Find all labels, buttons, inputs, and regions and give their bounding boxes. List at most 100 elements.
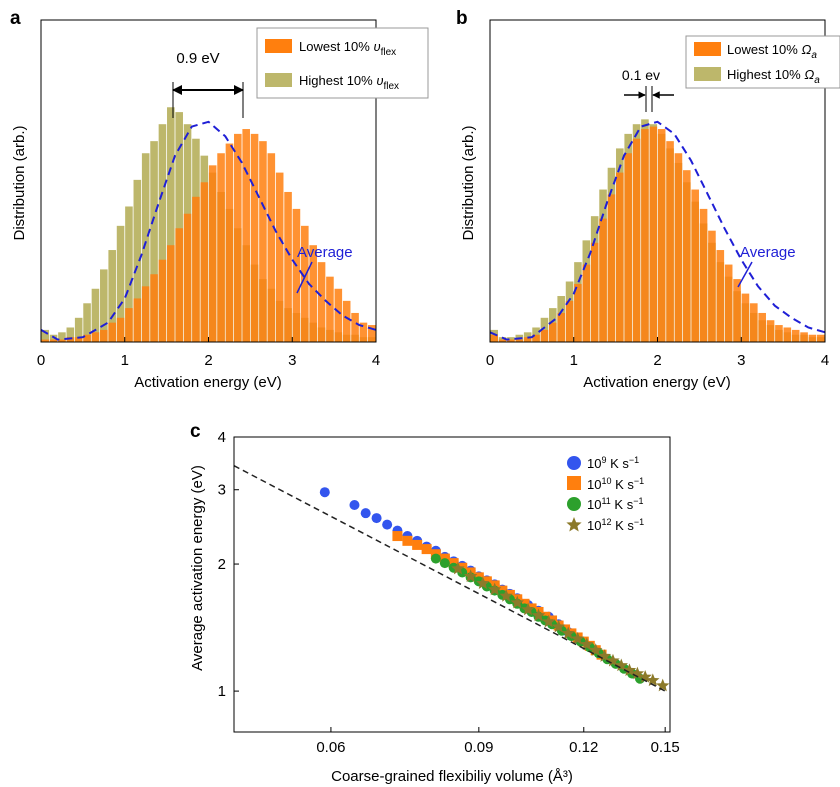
panel-b-bar-lowest-7 (549, 322, 557, 342)
panel-a-bar-highest-12 (141, 153, 150, 342)
panel-b-bar-lowest-17 (632, 138, 641, 342)
panel-c-point-s3-9 (551, 619, 566, 633)
panel-b-xtick-label-3: 3 (737, 352, 745, 369)
panel-a-bar-lowest-10 (125, 308, 133, 342)
panel-c-point-s0-4 (382, 519, 393, 530)
panel-b-xtick-label-1: 1 (570, 352, 578, 369)
panel-a-bar-lowest-38 (359, 322, 368, 342)
panel-b-bar-lowest-16 (624, 153, 632, 342)
panel-c-point-s3-8 (541, 614, 556, 628)
panel-a-bar-lowest-23 (234, 133, 242, 342)
panel-c-letter: c (190, 421, 201, 442)
panel-a-bar-lowest-15 (167, 245, 175, 342)
panel-b-letter: b (456, 8, 468, 29)
panel-b-bar-lowest-10 (574, 283, 582, 342)
panel-b-bar-lowest-2 (507, 339, 515, 342)
panel-a-bar-lowest-36 (342, 300, 351, 342)
panel-a-bar-lowest-34 (326, 276, 334, 342)
panel-a-bar-lowest-13 (150, 274, 158, 342)
panel-a-bar-lowest-21 (217, 153, 225, 342)
panel-c-legend-1e11: 1011 K s−1 (587, 496, 643, 512)
panel-a-bar-highest-2 (58, 332, 66, 342)
panel-c-point-s0-3 (371, 513, 382, 524)
panel-b-bar-lowest-23 (683, 170, 691, 342)
panel-c-point-s3-1 (463, 569, 478, 583)
panel-b-xtick-label-4: 4 (821, 352, 829, 369)
panel-c-legend-1e9: 109 K s−1 (587, 455, 639, 471)
panel-c-xtick-label-0: 0.06 (316, 739, 345, 756)
panel-a-bar-lowest-33 (317, 262, 326, 342)
panel-c-point-s3-16 (614, 658, 628, 672)
panel-b-bar-lowest-18 (641, 129, 649, 342)
panel-a-bar-highest-0 (41, 329, 49, 342)
panel-b-xticks: 0 1 2 3 4 (486, 337, 829, 369)
panel-a-bar-lowest-5 (83, 334, 91, 342)
panel-a-bar-lowest-39 (368, 325, 376, 342)
panel-a-bar-highest-5 (83, 303, 91, 342)
panel-c-point-s3-4 (499, 589, 513, 602)
panel-c-frame (233, 436, 671, 733)
panel-a-legend-swatch-highest (265, 73, 292, 87)
panel-a-bar-highest-1 (49, 334, 58, 342)
panel-a: a 0 1 2 3 4 Activation energy (eV) Distribut… (10, 8, 429, 391)
panel-a-bar-lowest-11 (133, 298, 142, 342)
panel-a-bar-highest-4 (74, 317, 83, 342)
panel-b-bar-lowest-22 (674, 153, 683, 342)
panel-b-bar-lowest-32 (758, 312, 766, 342)
panel-b-bar-lowest-13 (599, 218, 607, 342)
panel-c-point-s1-2 (412, 539, 423, 550)
panel-c-legend-marker-1e12 (566, 517, 582, 532)
panel-b-bar-lowest-37 (800, 332, 808, 342)
panel-a-xlabel: Activation energy (eV) (134, 374, 282, 391)
panel-b-bar-lowest-33 (766, 320, 775, 342)
panel-b-bar-lowest-34 (775, 325, 783, 342)
panel-c-ticks: 0.06 0.09 0.12 0.15 1 2 3 4 (218, 429, 680, 756)
panel-a-bar-lowest-20 (208, 165, 217, 342)
panel-a-bar-lowest-28 (275, 172, 284, 342)
panel-b-legend: Lowest 10% Ωa Highest 10% Ωa (685, 35, 840, 89)
panel-b-xlabel: Activation energy (eV) (583, 374, 731, 391)
panel-c-ytick-label-2: 3 (218, 482, 226, 499)
panel-b-bar-lowest-26 (708, 230, 716, 342)
panel-a-legend-highest: Highest 10% υflex (299, 73, 399, 92)
panel-b-bar-lowest-38 (808, 334, 817, 342)
panel-a-average-line (40, 120, 377, 341)
panel-b-bar-lowest-28 (724, 264, 733, 342)
panel-b-xtick-label-0: 0 (486, 352, 494, 369)
panel-b-bar-lowest-27 (716, 250, 725, 342)
panel-a-bar-lowest-19 (200, 182, 209, 342)
panel-a-bar-lowest-29 (284, 191, 292, 342)
panel-b-bar-lowest-19 (649, 126, 658, 343)
panel-c-plot (233, 465, 670, 692)
panel-b-bar-lowest-21 (666, 141, 674, 342)
panel-a-bar-lowest-1 (49, 339, 58, 342)
panel-c: c 0.06 0.09 0.12 0.15 1 2 3 4 Coarse-grained fl… (189, 421, 680, 785)
panel-b-bar-lowest-20 (657, 129, 666, 342)
panel-a-bar-lowest-9 (116, 317, 125, 342)
panel-b-bar-lowest-12 (590, 242, 599, 342)
panel-a-xtick-label-3: 3 (288, 352, 296, 369)
panel-c-point-s0-0 (319, 487, 330, 498)
panel-c-point-s2-1 (439, 558, 450, 569)
panel-b-bar-lowest-14 (607, 194, 616, 342)
panel-b-bar-lowest-36 (791, 329, 800, 342)
panel-a-bar-lowest-2 (58, 339, 66, 342)
panel-c-point-s0-1 (349, 500, 360, 511)
panel-c-legend-1e10: 1010 K s−1 (587, 476, 644, 492)
panel-a-bar-lowest-4 (74, 337, 83, 342)
panel-c-point-s1-3 (421, 544, 432, 555)
panel-c-point-s1-1 (402, 535, 413, 546)
panel-a-bar-lowest-25 (250, 133, 259, 342)
panel-c-point-s3-7 (531, 608, 546, 622)
panel-c-point-s2-0 (430, 553, 441, 564)
panel-b-bar-lowest-6 (540, 329, 549, 342)
panel-c-xtick-label-2: 0.12 (569, 739, 598, 756)
panel-b-gap-label: 0.1 ev (622, 67, 660, 83)
panel-a-bar-highest-11 (133, 179, 142, 342)
panel-b-bar-lowest-5 (532, 334, 540, 342)
panel-c-ylabel: Average activation energy (eV) (189, 465, 206, 671)
panel-a-bar-highest-7 (100, 269, 108, 342)
panel-a-xtick-label-1: 1 (121, 352, 129, 369)
panel-a-bar-highest-15 (167, 107, 175, 342)
panel-c-fit-line (233, 465, 666, 692)
